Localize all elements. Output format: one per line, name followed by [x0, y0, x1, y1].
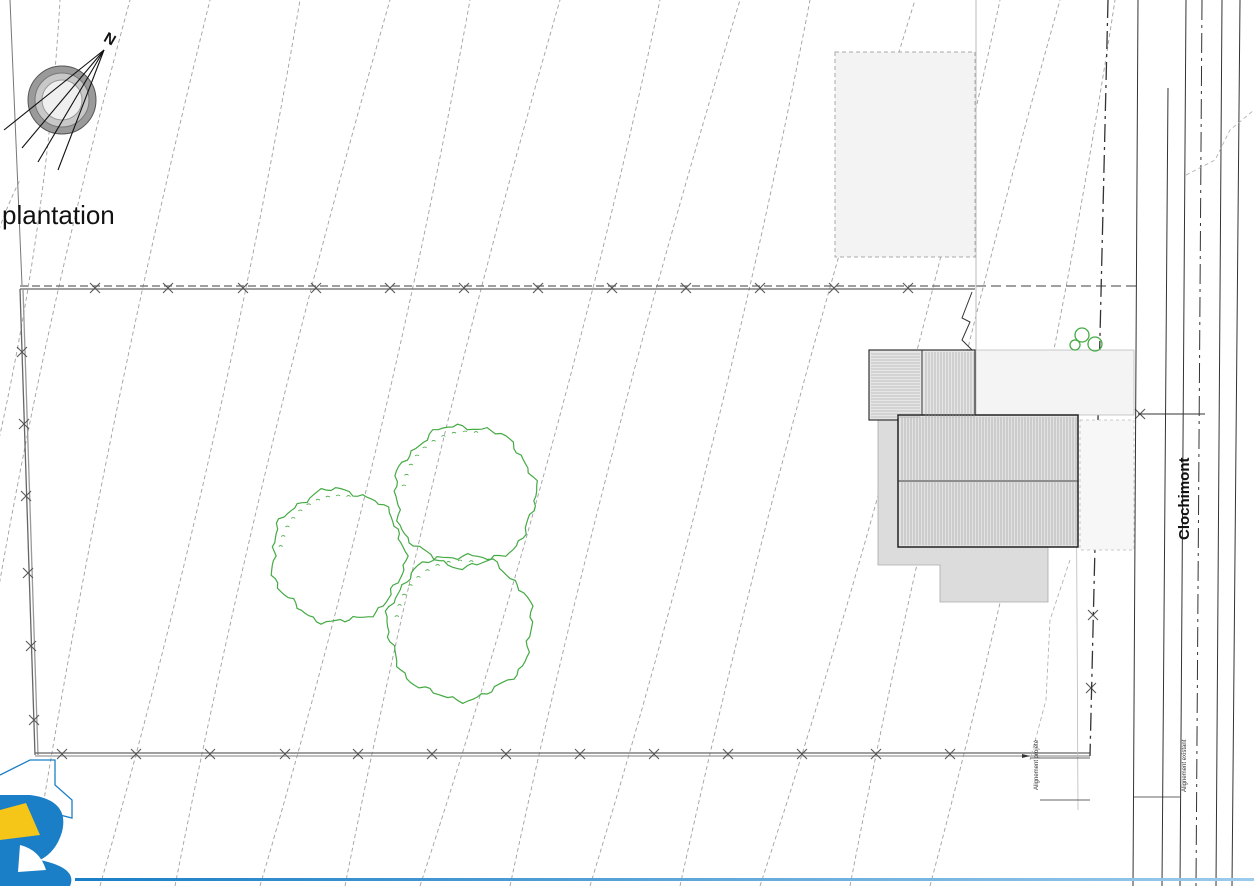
contour-line — [29, 0, 211, 886]
contour-line — [589, 0, 811, 886]
fence-x-marker-icon — [606, 282, 618, 294]
fence-x-marker-icon — [680, 282, 692, 294]
north-arrow-icon: N — [3, 29, 119, 171]
tree-group — [270, 423, 538, 705]
fence-x-marker-icon — [828, 282, 840, 294]
fence-x-marker-icon — [870, 748, 882, 760]
fence-x-marker-icon — [648, 748, 660, 760]
fence-x-marker-icon — [944, 748, 956, 760]
plan-title: plantation — [2, 200, 115, 230]
contour-line — [419, 0, 661, 886]
fence-x-marker-icon — [204, 748, 216, 760]
entrance-stairs — [961, 291, 973, 351]
fence-x-marker-icon — [279, 748, 291, 760]
contour-line — [679, 0, 916, 886]
fence-x-marker-icon — [162, 282, 174, 294]
fence-x-marker-icon — [20, 490, 32, 502]
projected-alignment-label: Alignement projeté — [1034, 739, 1040, 790]
paved-terrace — [975, 349, 1135, 416]
fence-x-marker-icon — [28, 714, 40, 726]
neighbor-building — [834, 51, 976, 258]
fence-x-marker-icon — [1087, 609, 1099, 621]
fence-x-marker-icon — [458, 282, 470, 294]
entrance-strip — [1079, 419, 1135, 551]
fence-x-marker-icon — [796, 748, 808, 760]
fence-x-marker-icon — [426, 748, 438, 760]
north-letter: N — [101, 29, 119, 49]
contour-line — [344, 0, 561, 886]
fence-x-marker-icon — [384, 282, 396, 294]
fence-x-marker-icon — [574, 748, 586, 760]
shrub-icon — [1069, 327, 1103, 352]
fence-x-marker-icon — [902, 282, 914, 294]
tree-symbol-icon — [393, 423, 538, 571]
left-edge-line — [9, 0, 23, 286]
fence-x-marker-icon — [130, 748, 142, 760]
footer-rule — [75, 878, 1254, 881]
existing-alignment-label: Alignement existant — [1182, 739, 1188, 792]
contour-line — [174, 0, 391, 886]
fence-x-marker-icon — [532, 282, 544, 294]
contour-line — [849, 0, 1061, 886]
fence-x-marker-icon — [22, 567, 34, 579]
road-lines — [1029, 0, 1254, 886]
tree-symbol-icon — [384, 552, 534, 705]
street-name-label: Clochimont — [1176, 458, 1193, 541]
fence-x-marker-icon — [352, 748, 364, 760]
tree-symbol-icon — [270, 486, 409, 625]
fence-x-marker-icon — [754, 282, 766, 294]
fence-x-marker-icon — [16, 346, 28, 358]
contour-line — [99, 0, 301, 886]
contour-line — [259, 0, 471, 886]
company-logo-icon — [0, 759, 73, 886]
alignment-arrow-icon — [1022, 754, 1030, 758]
fence-x-marker-icon — [18, 418, 30, 430]
contour-line — [509, 0, 741, 886]
fence-markers — [16, 282, 1146, 760]
fence-x-marker-icon — [25, 640, 37, 652]
fence-x-marker-icon — [89, 282, 101, 294]
fence-x-marker-icon — [500, 748, 512, 760]
fence-x-marker-icon — [56, 748, 68, 760]
house-roof — [868, 349, 1079, 548]
fence-x-marker-icon — [237, 282, 249, 294]
fence-x-marker-icon — [722, 748, 734, 760]
fence-x-marker-icon — [310, 282, 322, 294]
